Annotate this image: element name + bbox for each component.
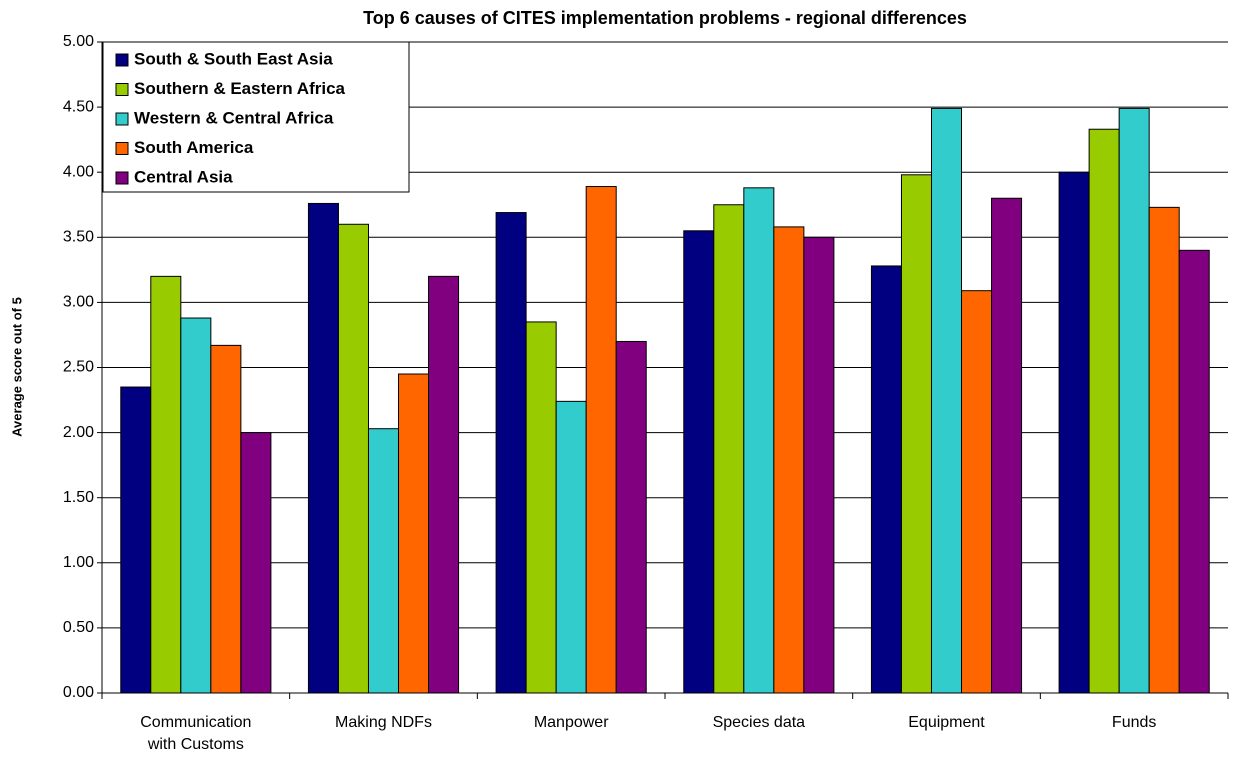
bar (773, 226, 805, 694)
bar (615, 340, 647, 694)
bar (495, 212, 527, 694)
y-tick-label: 0.00 (63, 684, 94, 701)
bar (585, 186, 617, 694)
legend-box (102, 41, 410, 193)
x-tick-label: Species data (713, 714, 806, 731)
bar (367, 428, 400, 694)
y-tick-label: 3.50 (63, 229, 94, 246)
bar (930, 107, 963, 694)
bar (743, 187, 775, 694)
bar (525, 321, 557, 694)
bar (428, 275, 460, 694)
legend-label: Southern & Eastern Africa (134, 79, 346, 98)
legend-label: Western & Central Africa (134, 108, 334, 127)
bar (1148, 206, 1180, 694)
y-tick-label: 1.00 (63, 554, 94, 571)
legend-label: South America (134, 138, 254, 157)
legend-label: Central Asia (134, 167, 233, 186)
bar (1058, 171, 1090, 694)
chart-title: Top 6 causes of CITES implementation pro… (363, 8, 967, 28)
y-tick-label: 2.50 (63, 359, 94, 376)
y-tick-label: 3.00 (63, 294, 94, 311)
legend-swatch (115, 83, 129, 96)
y-tick-label: 4.50 (63, 98, 94, 115)
bar (337, 223, 369, 694)
y-tick-label: 4.00 (63, 163, 94, 180)
bar (150, 275, 182, 694)
bar (683, 230, 715, 694)
bar (900, 174, 932, 694)
y-tick-label: 0.50 (63, 619, 94, 636)
legend: South & South East Asia Southern & Easter… (102, 41, 410, 193)
x-tick-label: Making NDFs (335, 714, 432, 731)
x-tick-label: Funds (1112, 714, 1156, 731)
x-tick-label: Manpower (534, 714, 609, 731)
legend-swatch (115, 142, 129, 155)
bar (803, 236, 835, 694)
bar (1178, 249, 1210, 694)
y-axis-label: Average score out of 5 (9, 297, 24, 437)
bar (555, 400, 587, 694)
bar (240, 432, 272, 694)
x-tick-label: Equipment (908, 714, 985, 731)
legend-label: South & South East Asia (134, 49, 333, 68)
x-tick-label: Communication with Customs (140, 714, 251, 753)
bar (120, 386, 152, 694)
y-tick-label: 5.00 (63, 33, 94, 50)
bar (961, 290, 993, 694)
legend-swatch (115, 112, 129, 126)
bar (991, 197, 1023, 694)
y-tick-label: 2.00 (63, 424, 94, 441)
y-tick-label: 1.50 (63, 489, 94, 506)
bar (1088, 128, 1120, 694)
legend-swatch (115, 53, 129, 67)
bar (713, 204, 745, 694)
bar (180, 317, 212, 694)
legend-swatch (115, 171, 129, 185)
bar (398, 373, 430, 694)
bar (307, 202, 339, 694)
bar (870, 265, 902, 694)
bar (210, 344, 242, 694)
bar (1118, 107, 1150, 694)
